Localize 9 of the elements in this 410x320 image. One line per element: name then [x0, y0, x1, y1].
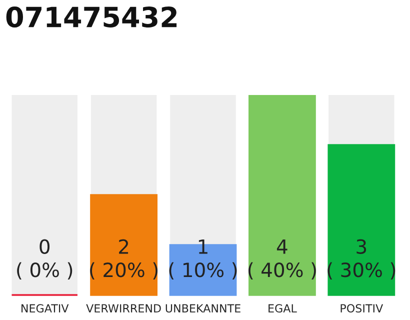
- data-label: 4 ( 40% ): [248, 240, 316, 280]
- chart-title: 071475432: [6, 6, 177, 28]
- x-tick-label: EGAL: [268, 304, 297, 313]
- data-label: 0 ( 0% ): [17, 239, 72, 280]
- data-label: 2 ( 20% ): [90, 239, 158, 280]
- x-tick-label: VERWIRREND: [86, 304, 161, 312]
- x-tick-label: POSITIV: [340, 304, 384, 313]
- x-tick-label: UNBEKANNTE: [166, 304, 240, 313]
- x-tick-label: NEGATIV: [22, 304, 69, 313]
